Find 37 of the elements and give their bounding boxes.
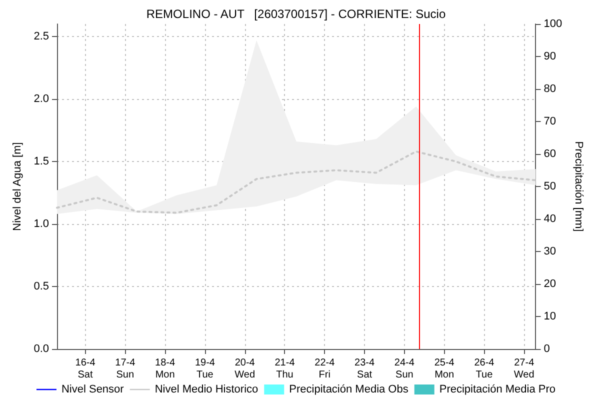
y2-tick-label: 50: [544, 180, 556, 192]
y2-tick-label: 10: [544, 310, 556, 322]
legend-label: Precipitación Media Obs: [289, 384, 409, 396]
y2-tick-label: 80: [544, 83, 556, 95]
x-tick-label: 24-4 Sun: [394, 358, 415, 380]
legend-label: Precipitación Media Pro: [439, 384, 556, 396]
y2-tick-label: 30: [544, 246, 556, 258]
y-tick-label: 1.0: [34, 218, 49, 230]
y2-tick-label: 70: [544, 116, 556, 128]
legend-label: Nivel Sensor: [61, 384, 124, 396]
y2-tick-label: 20: [544, 278, 556, 290]
x-tick-label: 22-4 Fri: [314, 358, 336, 380]
y2-tick-label: 60: [544, 148, 556, 160]
x-tick-label: 26-4 Tue: [474, 358, 495, 380]
chart-title: REMOLINO - AUT [2603700157] - CORRIENTE: Sucio: [146, 7, 446, 21]
x-tick-label: 17-4 Sun: [115, 358, 136, 380]
x-tick-label: 16-4 Sat: [75, 358, 96, 380]
x-tick-label: 27-4 Wed: [514, 358, 535, 380]
legend-label: Nivel Medio Historico: [154, 384, 258, 396]
y-tick-label: 2.0: [34, 93, 49, 105]
y2-tick-label: 90: [544, 50, 556, 62]
x-tick-label: 23-4 Sat: [354, 358, 375, 380]
y2-tick-label: 100: [544, 18, 562, 30]
y-axis-title: Nivel del Agua [m]: [11, 142, 24, 231]
line-series: [56, 150, 537, 214]
x-tick-label: 21-4 Thu: [274, 358, 296, 380]
y-tick-label: 2.5: [34, 30, 49, 42]
y2-axis-title: Precipitación [mm]: [572, 141, 584, 232]
y-tick-label: 1.5: [34, 156, 49, 168]
y-tick-label: 0.0: [34, 343, 49, 355]
y2-tick-label: 0: [544, 343, 550, 355]
x-tick-label: 19-4 Tue: [194, 358, 216, 380]
x-tick-label: 18-4 Mon: [155, 358, 176, 380]
x-tick-label: 20-4 Wed: [234, 358, 256, 380]
y-tick-label: 0.5: [34, 280, 49, 292]
x-tick-label: 25-4 Mon: [434, 358, 455, 380]
y2-tick-label: 40: [544, 213, 556, 225]
